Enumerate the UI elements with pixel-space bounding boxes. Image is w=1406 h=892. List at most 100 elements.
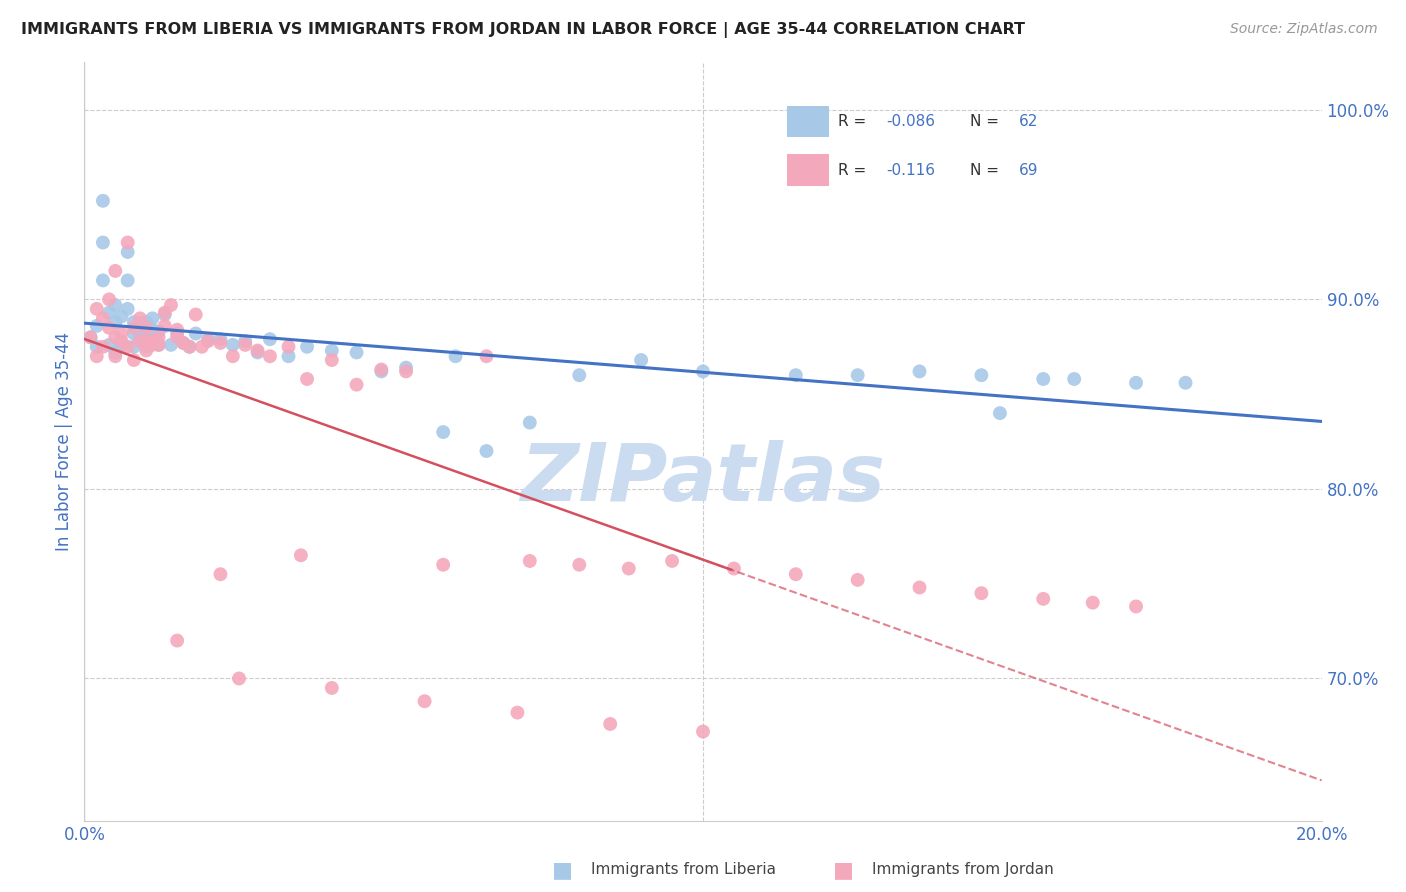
- Point: [110, 338, 132, 352]
- Point: [246, 345, 269, 359]
- Point: [166, 326, 188, 341]
- Point: [98, 338, 121, 352]
- Text: ZIPatlas: ZIPatlas: [520, 441, 886, 518]
- Point: [197, 334, 219, 348]
- Point: [432, 425, 454, 439]
- Point: [141, 311, 163, 326]
- Point: [209, 335, 232, 350]
- Point: [568, 558, 591, 572]
- Point: [104, 345, 127, 359]
- Point: [148, 330, 170, 344]
- Point: [129, 311, 152, 326]
- Text: ■: ■: [834, 860, 853, 880]
- Point: [153, 318, 176, 333]
- Point: [785, 567, 807, 582]
- Text: Immigrants from Jordan: Immigrants from Jordan: [872, 863, 1053, 877]
- Point: [179, 340, 201, 354]
- Point: [370, 364, 392, 378]
- Point: [129, 317, 152, 331]
- Point: [259, 349, 281, 363]
- Point: [1032, 372, 1054, 386]
- Point: [321, 343, 343, 358]
- Point: [110, 326, 132, 341]
- Point: [692, 364, 714, 378]
- Point: [135, 340, 157, 354]
- Point: [91, 340, 114, 354]
- Point: [135, 326, 157, 341]
- Point: [277, 349, 299, 363]
- Point: [117, 244, 139, 259]
- Point: [153, 308, 176, 322]
- Point: [395, 364, 418, 378]
- Point: [1125, 376, 1147, 390]
- Point: [692, 724, 714, 739]
- Point: [184, 308, 207, 322]
- Point: [86, 318, 108, 333]
- Point: [191, 340, 214, 354]
- Point: [172, 335, 194, 350]
- Point: [970, 368, 993, 383]
- Point: [104, 264, 127, 278]
- Point: [277, 340, 299, 354]
- Point: [117, 273, 139, 287]
- Point: [233, 338, 256, 352]
- Point: [129, 330, 152, 344]
- Text: Source: ZipAtlas.com: Source: ZipAtlas.com: [1230, 22, 1378, 37]
- Point: [785, 368, 807, 383]
- Point: [79, 330, 101, 344]
- Point: [617, 561, 640, 575]
- Point: [98, 320, 121, 334]
- Point: [1174, 376, 1197, 390]
- Text: Immigrants from Liberia: Immigrants from Liberia: [591, 863, 776, 877]
- Point: [519, 416, 541, 430]
- Point: [290, 548, 312, 563]
- Point: [346, 377, 368, 392]
- Point: [1063, 372, 1085, 386]
- Point: [91, 311, 114, 326]
- Point: [141, 334, 163, 348]
- Point: [413, 694, 436, 708]
- Point: [346, 345, 368, 359]
- Point: [630, 353, 652, 368]
- Point: [122, 320, 145, 334]
- Point: [846, 573, 869, 587]
- Point: [568, 368, 591, 383]
- Point: [135, 320, 157, 334]
- Point: [104, 349, 127, 363]
- Point: [475, 444, 498, 458]
- Point: [519, 554, 541, 568]
- Point: [179, 340, 201, 354]
- Point: [370, 362, 392, 376]
- Point: [110, 310, 132, 324]
- Point: [122, 315, 145, 329]
- Point: [117, 235, 139, 250]
- Point: [122, 326, 145, 341]
- Point: [228, 672, 250, 686]
- Point: [172, 335, 194, 350]
- Point: [970, 586, 993, 600]
- Point: [91, 235, 114, 250]
- Point: [135, 334, 157, 348]
- Point: [395, 360, 418, 375]
- Point: [104, 315, 127, 329]
- Point: [122, 353, 145, 368]
- Point: [135, 343, 157, 358]
- Point: [197, 332, 219, 346]
- Point: [321, 681, 343, 695]
- Point: [135, 315, 157, 329]
- Text: IMMIGRANTS FROM LIBERIA VS IMMIGRANTS FROM JORDAN IN LABOR FORCE | AGE 35-44 COR: IMMIGRANTS FROM LIBERIA VS IMMIGRANTS FR…: [21, 22, 1025, 38]
- Point: [86, 349, 108, 363]
- Point: [166, 323, 188, 337]
- Point: [184, 326, 207, 341]
- Point: [122, 340, 145, 354]
- Point: [117, 301, 139, 316]
- Point: [141, 323, 163, 337]
- Point: [222, 349, 245, 363]
- Point: [209, 567, 232, 582]
- Point: [233, 334, 256, 348]
- Point: [110, 334, 132, 348]
- Point: [98, 293, 121, 307]
- Point: [661, 554, 683, 568]
- Point: [295, 372, 318, 386]
- Point: [91, 194, 114, 208]
